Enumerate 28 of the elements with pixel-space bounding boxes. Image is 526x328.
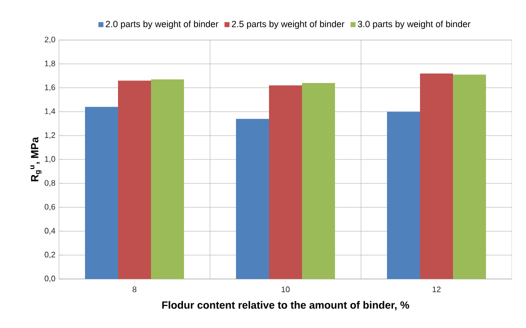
legend-label: 2.5 parts by weight of binder (232, 20, 344, 29)
y-tick-label: 0,6 (44, 204, 56, 211)
bar (151, 79, 184, 279)
legend-label: 2.0 parts by weight of binder (106, 20, 218, 29)
x-tick-label: 12 (432, 286, 441, 292)
bar (118, 80, 152, 279)
bar (387, 112, 420, 279)
y-tick-label: 1,6 (44, 84, 56, 92)
bar (269, 85, 302, 279)
y-tick-label: 1,4 (44, 108, 56, 115)
y-axis-title: R$_{g}$$^{u}$, MPa (30, 136, 42, 182)
y-tick-label: 0,4 (44, 228, 56, 234)
x-tick-label: 8 (132, 286, 136, 292)
y-tick-label: 0,2 (44, 252, 56, 258)
y-tick-label: 0,8 (44, 180, 56, 187)
y-tick-label: 1,2 (44, 132, 56, 139)
y-tick-label: 2,0 (44, 36, 56, 44)
bar (85, 106, 118, 279)
x-axis-title: Flodur content relative to the amount of binder, % (162, 301, 410, 310)
y-tick-label: 0,0 (44, 276, 56, 282)
legend-label: 3.0 parts by weight of binder (358, 20, 470, 29)
bar (453, 74, 486, 279)
bar (420, 73, 453, 279)
bar (236, 118, 270, 279)
bar (302, 83, 335, 279)
x-tick-label: 10 (282, 286, 290, 292)
y-tick-label: 1,8 (44, 60, 56, 68)
y-tick-label: 1,0 (44, 156, 56, 163)
